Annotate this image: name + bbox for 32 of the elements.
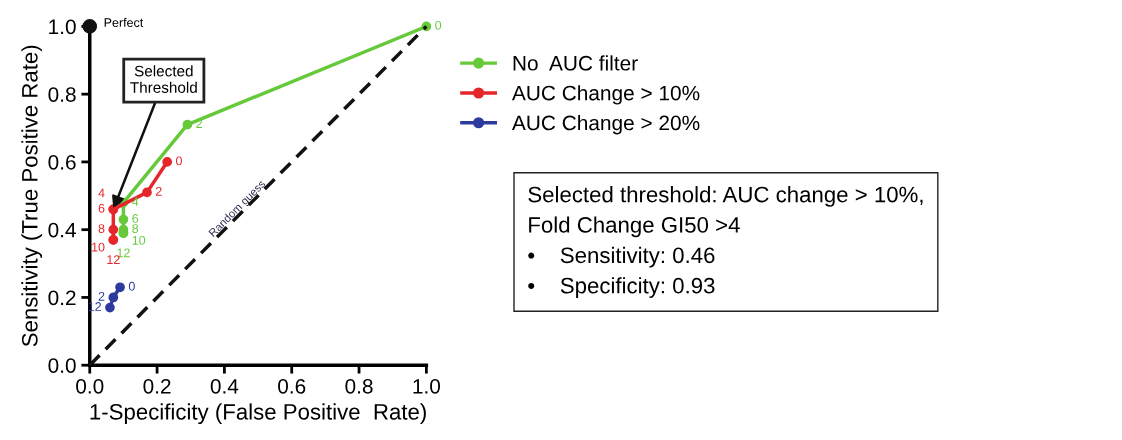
- x-axis-title: 1-Specificity (False Positive Rate): [90, 403, 426, 425]
- annotation: 8: [98, 224, 105, 234]
- annotation: Selected Threshold: [130, 65, 197, 93]
- annotation: 2: [155, 186, 162, 196]
- x-tick-label: 0.4: [210, 378, 239, 394]
- annotation: 4: [98, 188, 105, 198]
- annotation: 10: [92, 242, 105, 252]
- y-tick-label: 1.0: [49, 19, 76, 35]
- x-tick-label: 1.0: [413, 378, 441, 394]
- legend-label: AUC Change > 10%: [511, 85, 700, 105]
- annotation: 2: [98, 291, 105, 301]
- y-tick-label: 0.2: [48, 290, 76, 306]
- y-tick-label: 0.0: [48, 358, 76, 373]
- y-tick-label: 0.8: [48, 87, 76, 102]
- legend-label: No AUC filter: [513, 55, 638, 71]
- annotation: 10: [132, 235, 146, 245]
- text: Selected threshold: AUC change > 10%, Fold Change GI50 >4 • Sensitivity: 0.46 • Specificity: 0.93: [528, 186, 923, 298]
- annotation: 0: [176, 156, 182, 166]
- annotation: 8: [132, 224, 139, 234]
- annotation: 6: [98, 203, 105, 213]
- annotation: Perfect: [104, 17, 144, 27]
- x-tick-label: 0.2: [143, 378, 171, 394]
- y-tick-label: 0.4: [48, 222, 76, 238]
- x-tick-label: 0.0: [76, 378, 104, 394]
- annotation: 0: [435, 20, 442, 30]
- y-axis-title: Sensitivity (True Positive Rate): [21, 45, 43, 347]
- x-tick-label: 0.6: [278, 378, 306, 394]
- y-tick-label: 0.6: [48, 154, 76, 170]
- x-tick-label: 0.8: [345, 378, 373, 394]
- legend-label: AUC Change > 20%: [511, 114, 700, 135]
- annotation: 0: [128, 281, 135, 291]
- annotation: 6: [132, 214, 139, 223]
